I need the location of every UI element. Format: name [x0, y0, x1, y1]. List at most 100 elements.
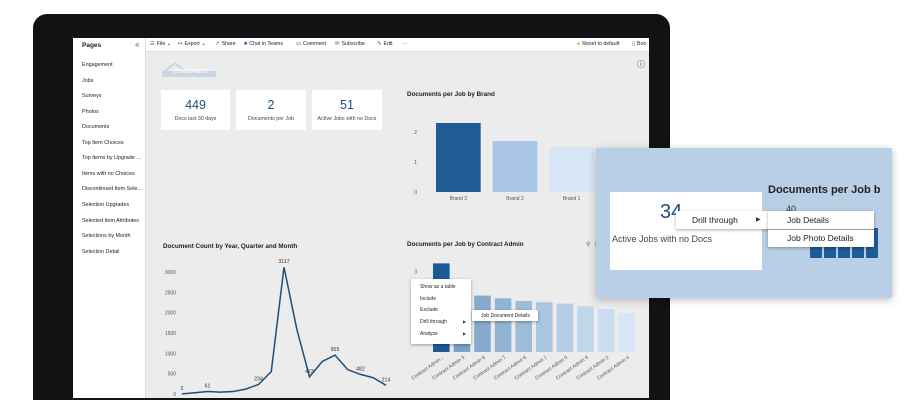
- brand-chart-title: Documents per Job by Brand: [407, 91, 495, 98]
- info-icon[interactable]: ⓘ: [637, 60, 645, 69]
- line-series: [181, 267, 387, 395]
- pages-pane: Pages « Engagement Jobs Surveys Photos D…: [73, 38, 146, 398]
- zoom-kpi-label: Active Jobs with no Docs: [612, 234, 713, 244]
- comment-label: Comment: [303, 41, 326, 47]
- menu-include[interactable]: Include: [420, 296, 437, 302]
- chat-in-teams-button[interactable]: ■ Chat in Teams: [244, 41, 283, 47]
- page-item-surveys[interactable]: Surveys: [82, 93, 102, 99]
- page-item-documents[interactable]: Documents: [82, 124, 110, 130]
- chevron-right-icon: ▶: [463, 331, 467, 336]
- kpi-value: 449: [185, 98, 206, 112]
- report-toolbar: ☰ File ⌄ ↦ Export ⌄ ↗ Share ■ Chat in Teams …: [146, 38, 649, 52]
- bar: [549, 147, 594, 192]
- document-count-line-chart[interactable]: 0 500 1000 1500 2000 2500 3000 2 61 234 3117 423 955…: [156, 248, 396, 398]
- zoom-callout: 34 Active Jobs with no Docs Documents pe…: [596, 148, 892, 298]
- bar: [515, 300, 532, 352]
- x-tick-label: Brand 2: [506, 196, 524, 202]
- zoom-drill-through-item[interactable]: Drill through ▶: [676, 211, 769, 229]
- y-tick-label: 0: [414, 190, 417, 196]
- kpi-card-jobs-no-docs[interactable]: 51 Active Jobs with no Docs: [312, 90, 382, 130]
- bar: [597, 309, 615, 352]
- laptop-frame: Pages « Engagement Jobs Surveys Photos D…: [33, 14, 670, 400]
- kpi-value: 2: [267, 98, 275, 112]
- pencil-icon: ✎: [377, 41, 382, 47]
- page-item-selection-upgrades[interactable]: Selection Upgrades: [82, 202, 130, 208]
- reset-label: Reset to default: [582, 41, 620, 47]
- option-job-photo-details[interactable]: Job Photo Details: [787, 233, 854, 243]
- bar: [494, 298, 512, 352]
- zoom-drill-submenu: Job Details Job Photo Details: [768, 211, 874, 247]
- y-tick-label: 1500: [165, 331, 176, 337]
- bar: [436, 123, 481, 192]
- page-item-top-item-choices[interactable]: Top Item Choices: [82, 140, 124, 146]
- page-item-selections-by-month[interactable]: Selections by Month: [82, 233, 131, 239]
- y-tick-label: 500: [168, 372, 177, 378]
- kpi-label: Documents per Job: [248, 116, 294, 122]
- bar: [536, 302, 553, 352]
- menu-separator: [768, 229, 874, 230]
- menu-job-document-details[interactable]: Job Document Details: [481, 313, 530, 319]
- data-label: 482: [356, 366, 365, 372]
- page-item-selected-attributes[interactable]: Selected Item Attributes: [82, 218, 139, 224]
- bar: [577, 306, 594, 352]
- teams-icon: ■: [244, 41, 248, 47]
- zoom-chart-title: Documents per Job b: [768, 184, 881, 196]
- y-tick-label: 2: [414, 130, 417, 136]
- data-label: 214: [382, 377, 391, 383]
- kpi-label: Active Jobs with no Docs: [317, 116, 377, 122]
- page-item-jobs[interactable]: Jobs: [82, 78, 94, 84]
- kpi-card-docs-per-job[interactable]: 2 Documents per Job: [236, 90, 306, 130]
- page-item-top-items-by-upgrade[interactable]: Top Items by Upgrade ...: [82, 155, 141, 161]
- reset-icon: ●: [577, 41, 581, 47]
- option-job-details[interactable]: Job Details: [787, 215, 830, 225]
- page-item-items-no-choices[interactable]: Items with no Choices: [82, 171, 135, 177]
- export-label: Export: [184, 41, 200, 47]
- y-tick-label: 3000: [165, 270, 176, 276]
- file-menu[interactable]: ☰ File ⌄: [150, 41, 172, 47]
- page-item-engagement[interactable]: Engagement: [82, 62, 113, 68]
- logo-text: CONSTRUCT: [174, 69, 209, 75]
- context-menu: Show as a table Include Exclude Drill th…: [411, 279, 471, 344]
- edit-button[interactable]: ✎ Edit: [377, 41, 393, 47]
- chevron-right-icon: ▶: [756, 217, 761, 223]
- export-icon: ↦: [178, 41, 183, 47]
- page-item-photos[interactable]: Photos: [82, 109, 99, 115]
- comment-button[interactable]: ▭ Comment: [296, 41, 326, 47]
- bar: [492, 141, 538, 192]
- zoom-drill-through-label: Drill through: [692, 215, 738, 225]
- menu-drill-through[interactable]: Drill through: [420, 319, 447, 325]
- line-chart-title: Document Count by Year, Quarter and Mont…: [163, 243, 298, 250]
- page-item-discontinued[interactable]: Discontinued Item Sele...: [82, 186, 142, 192]
- pages-heading: Pages: [82, 42, 102, 49]
- bookmarks-button[interactable]: ▯ Boo: [632, 41, 646, 47]
- menu-exclude[interactable]: Exclude: [420, 307, 438, 313]
- brand-bar-chart[interactable]: 0 1 2 Brand 3 Brand 2 Brand 1: [401, 100, 616, 228]
- chat-label: Chat in Teams: [249, 41, 283, 47]
- y-tick-label: 2500: [165, 290, 176, 296]
- kpi-card-docs-30-days[interactable]: 449 Docs last 30 days: [161, 90, 230, 130]
- zoom-kpi-card: 34 Active Jobs with no Docs: [610, 192, 762, 270]
- mail-icon: ✉: [335, 41, 340, 47]
- more-options-button[interactable]: ···: [402, 41, 408, 47]
- data-label: 423: [305, 369, 314, 375]
- logo-bar: [162, 71, 216, 77]
- reset-default-button[interactable]: ● Reset to default: [577, 41, 619, 47]
- bar: [556, 303, 574, 352]
- report-screen: Pages « Engagement Jobs Surveys Photos D…: [73, 38, 649, 398]
- bookmark-icon: ▯: [632, 41, 635, 47]
- report-canvas: CONSTRUCT ⓘ 449 Docs last 30 days 2 Docu…: [146, 52, 649, 398]
- menu-analyze[interactable]: Analyze: [420, 331, 438, 337]
- export-menu[interactable]: ↦ Export ⌄: [178, 41, 206, 47]
- collapse-pane-icon[interactable]: «: [135, 40, 140, 49]
- x-tick-label: Brand 3: [450, 196, 468, 202]
- y-tick-label: 1000: [165, 351, 176, 357]
- kpi-value: 51: [340, 98, 354, 112]
- menu-show-as-table[interactable]: Show as a table: [420, 284, 456, 290]
- data-label: 2: [181, 386, 184, 392]
- x-tick-label: Brand 1: [563, 196, 581, 202]
- subscribe-button[interactable]: ✉ Subscribe: [335, 41, 365, 47]
- share-button[interactable]: ↗ Share: [215, 41, 236, 47]
- file-icon: ☰: [150, 41, 155, 47]
- page-item-selection-detail[interactable]: Selection Detail: [82, 249, 120, 255]
